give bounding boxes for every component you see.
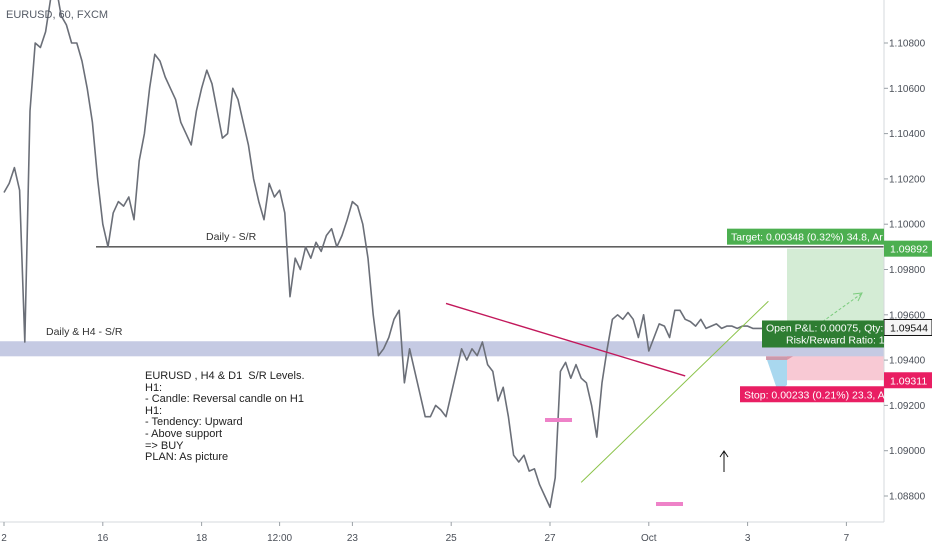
y-tick-label: 1.09200 xyxy=(889,401,926,412)
entry-arrow-head xyxy=(719,450,729,458)
target-label-box xyxy=(727,228,884,245)
y-tick-label: 1.08800 xyxy=(889,492,926,503)
y-tick-label: 1.10200 xyxy=(889,174,926,185)
note-line: H1: xyxy=(145,404,163,417)
swing-low-marker xyxy=(656,502,683,506)
entry-price-tag-label: 1.09544 xyxy=(890,322,928,334)
stop-label: Stop: 0.00233 (0.21%) 23.3, Ar xyxy=(744,389,889,401)
x-tick-label: 12:00 xyxy=(267,533,292,544)
x-tick-label: 23 xyxy=(347,533,359,544)
x-tick-label: 25 xyxy=(446,533,458,544)
x-tick-label: 7 xyxy=(844,533,850,544)
daily-h4-label: Daily & H4 - S/R xyxy=(46,326,123,338)
note-line: H1: xyxy=(145,381,163,394)
x-tick-label: 3 xyxy=(745,533,751,544)
x-tick-label: Oct xyxy=(641,533,657,544)
note-line: PLAN: As picture xyxy=(145,451,229,464)
x-tick-label: 16 xyxy=(97,533,109,544)
stop-price-tag xyxy=(884,372,932,389)
filled-profit-area xyxy=(766,357,787,392)
rr-label: Risk/Reward Ratio: 1. xyxy=(786,334,888,346)
note-line: - Candle: Reversal candle on H1 xyxy=(145,393,304,406)
support-trendline[interactable] xyxy=(580,300,769,483)
stop-price-tag-label: 1.09311 xyxy=(890,375,927,387)
y-tick-label: 1.10400 xyxy=(889,129,926,140)
daily-sr-label: Daily - S/R xyxy=(206,231,257,243)
x-tick-label: 27 xyxy=(544,533,556,544)
target-label: Target: 0.00348 (0.32%) 34.8, Ar xyxy=(731,232,883,244)
target-price-tag xyxy=(884,240,932,257)
y-tick-label: 1.09400 xyxy=(889,356,926,367)
note-line: - Above support xyxy=(145,427,223,440)
note-line: - Tendency: Upward xyxy=(145,416,243,429)
daily-h4-support-band[interactable] xyxy=(0,341,884,357)
price-line[interactable] xyxy=(3,0,769,509)
y-tick-label: 1.09800 xyxy=(889,265,926,276)
stop-label-box xyxy=(740,386,884,403)
x-tick-label: 18 xyxy=(196,533,208,544)
y-tick-label: 1.10600 xyxy=(889,84,926,95)
resistance-trendline[interactable] xyxy=(445,302,686,377)
y-tick-label: 1.09000 xyxy=(889,446,926,457)
target-zone xyxy=(787,248,884,328)
x-tick-label: 2 xyxy=(1,533,7,544)
projection-arrow-head xyxy=(852,292,863,302)
swing-low-marker xyxy=(545,418,572,422)
note-line: => BUY xyxy=(145,439,184,452)
y-tick-label: 1.10000 xyxy=(889,220,926,231)
y-tick-label: 1.10800 xyxy=(889,39,926,50)
projection-arrow xyxy=(789,293,862,346)
target-price-tag-label: 1.09892 xyxy=(890,244,928,256)
note-line: EURUSD , H4 & D1 S/R Levels. xyxy=(145,370,305,382)
pnl-box xyxy=(762,320,884,348)
y-tick-label: 1.09600 xyxy=(889,310,926,321)
pnl-label: Open P&L: 0.00075, Qty: xyxy=(766,322,883,334)
symbol-title: EURUSD, 60, FXCM xyxy=(6,9,109,21)
analysis-notes: EURUSD , H4 & D1 S/R Levels. H1: - Candle:… xyxy=(145,370,305,464)
